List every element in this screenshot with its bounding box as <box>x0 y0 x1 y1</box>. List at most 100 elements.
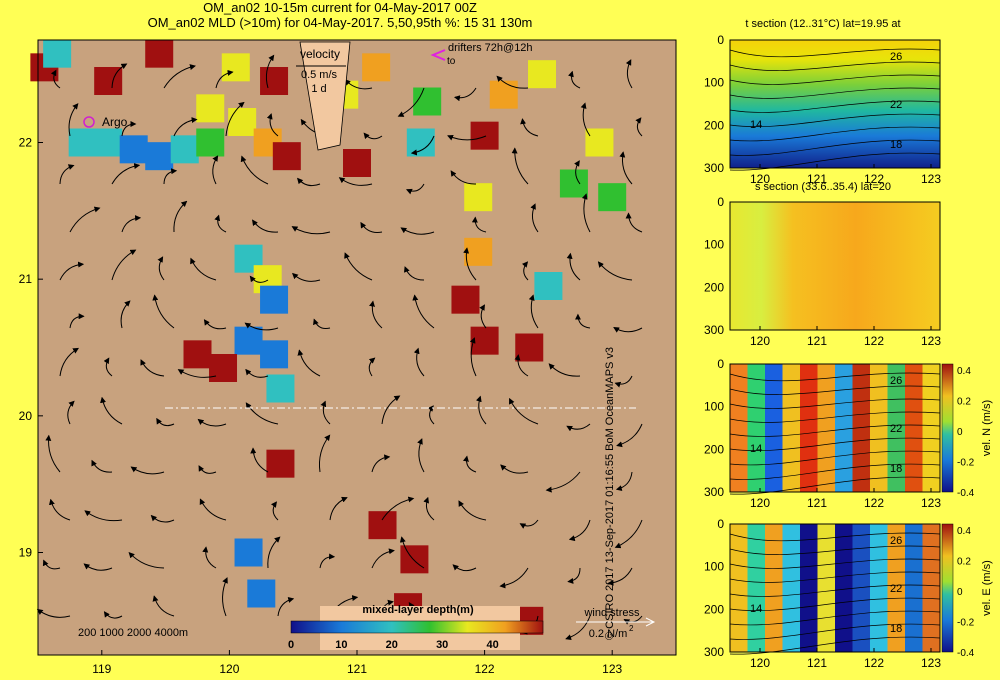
current-arrow <box>250 447 269 473</box>
mld-cell <box>266 449 295 478</box>
panel-depth-tick: 0 <box>717 357 724 371</box>
current-arrow <box>463 247 477 281</box>
mld-cell <box>400 545 429 574</box>
contour-label: 14 <box>750 119 762 131</box>
panel-lon-tick: 123 <box>921 172 941 186</box>
current-arrow <box>244 322 279 331</box>
current-arrow <box>509 397 539 425</box>
mld-cell <box>464 183 493 212</box>
current-arrow <box>277 597 295 617</box>
mld-cell <box>272 142 301 171</box>
current-arrow <box>320 400 331 425</box>
mld-colorbar-tick: 40 <box>486 639 498 651</box>
current-arrow <box>625 59 633 89</box>
mld-cell <box>343 149 371 177</box>
current-arrow <box>545 471 581 493</box>
map-lon-tick: 122 <box>475 662 495 676</box>
current-arrow <box>530 203 539 233</box>
panel-depth-tick: 300 <box>704 323 724 337</box>
velocity-key-speed: 0.5 m/s <box>301 69 338 81</box>
colorbar-label: vel. N (m/s) <box>981 400 993 456</box>
current-arrow <box>471 216 487 233</box>
current-arrow <box>198 465 217 474</box>
title-line-2: OM_an02 MLD (>10m) for 04-May-2017. 5,50… <box>147 15 533 30</box>
current-arrow <box>399 536 425 569</box>
current-arrow <box>150 514 175 523</box>
current-arrow <box>635 117 643 137</box>
panel-depth-tick: 200 <box>704 442 724 456</box>
mld-colorbar: mixed-layer depth(m) 0 10 20 30 40 <box>288 604 544 651</box>
map-lon-tick: 119 <box>92 662 111 676</box>
current-arrow <box>447 134 487 141</box>
current-arrow <box>67 400 75 425</box>
drifter-marker-icon <box>430 49 446 61</box>
mld-cell <box>221 53 250 82</box>
colorbar-tick: 0.4 <box>957 526 971 537</box>
contour-label: 26 <box>890 375 902 387</box>
mld-cell <box>260 285 289 314</box>
current-arrow <box>412 294 435 329</box>
contour-label: 18 <box>890 139 902 151</box>
mld-cell <box>260 340 289 369</box>
mld-cell <box>234 538 263 567</box>
section-panel: 26 22 18 14 0 100 200 300 120 121 122 123 0.4 0.2 0 -0.… <box>704 517 993 670</box>
panel-depth-tick: 200 <box>704 602 724 616</box>
current-arrow <box>625 212 643 233</box>
current-arrow <box>452 564 477 572</box>
current-arrow <box>514 354 529 377</box>
current-arrow <box>111 63 128 89</box>
current-arrow <box>271 501 279 521</box>
panel-depth-tick: 100 <box>704 400 724 414</box>
current-arrow <box>42 559 61 570</box>
current-arrow <box>568 70 581 89</box>
current-arrow <box>265 54 275 89</box>
current-arrow <box>163 64 196 89</box>
mld-cell <box>94 128 123 157</box>
panel-title: t section (12..31°C) lat=19.95 at <box>745 18 900 30</box>
mld-cell <box>260 67 289 95</box>
current-arrow <box>381 395 401 425</box>
panel-depth-tick: 200 <box>704 280 724 294</box>
current-arrow <box>121 121 137 137</box>
current-arrow <box>400 227 435 235</box>
current-arrow <box>463 455 477 473</box>
panel-lon-tick: 122 <box>864 656 884 670</box>
mld-cell <box>598 183 627 212</box>
current-arrow <box>405 183 425 195</box>
contour-label: 26 <box>890 535 902 547</box>
current-arrow <box>103 611 123 619</box>
current-arrow <box>245 368 269 378</box>
current-arrow <box>580 102 591 137</box>
current-arrow <box>548 363 581 377</box>
map-lon-tick: 120 <box>219 662 239 676</box>
mld-colorbar-tick: 10 <box>335 639 347 651</box>
current-arrow <box>607 567 633 586</box>
map-lon-tick: 121 <box>347 662 367 676</box>
current-arrow <box>45 434 61 473</box>
current-arrow <box>413 347 425 377</box>
colorbar-tick: 0 <box>957 427 963 438</box>
current-arrow <box>614 519 643 549</box>
current-arrow <box>453 87 477 102</box>
contour-label: 14 <box>750 603 762 615</box>
panel-lon-tick: 122 <box>864 496 884 510</box>
current-arrow <box>69 313 85 329</box>
current-arrow <box>212 155 219 185</box>
current-arrow <box>423 496 435 521</box>
current-arrow <box>266 113 279 137</box>
current-arrow <box>616 423 643 448</box>
mld-cell <box>196 128 225 157</box>
colorbar-tick: -0.4 <box>957 488 975 499</box>
current-arrow <box>48 498 71 521</box>
current-arrow <box>344 252 373 281</box>
current-arrow <box>371 548 395 569</box>
mld-cell <box>585 128 614 157</box>
drifters-to-label: to <box>447 56 456 67</box>
panel-depth-tick: 300 <box>704 161 724 175</box>
mld-cell <box>196 94 225 123</box>
current-arrow <box>111 249 137 281</box>
mld-cell <box>470 121 499 150</box>
current-arrow <box>252 219 279 233</box>
colorbar-tick: 0.4 <box>957 366 971 377</box>
mld-cell <box>68 128 97 157</box>
